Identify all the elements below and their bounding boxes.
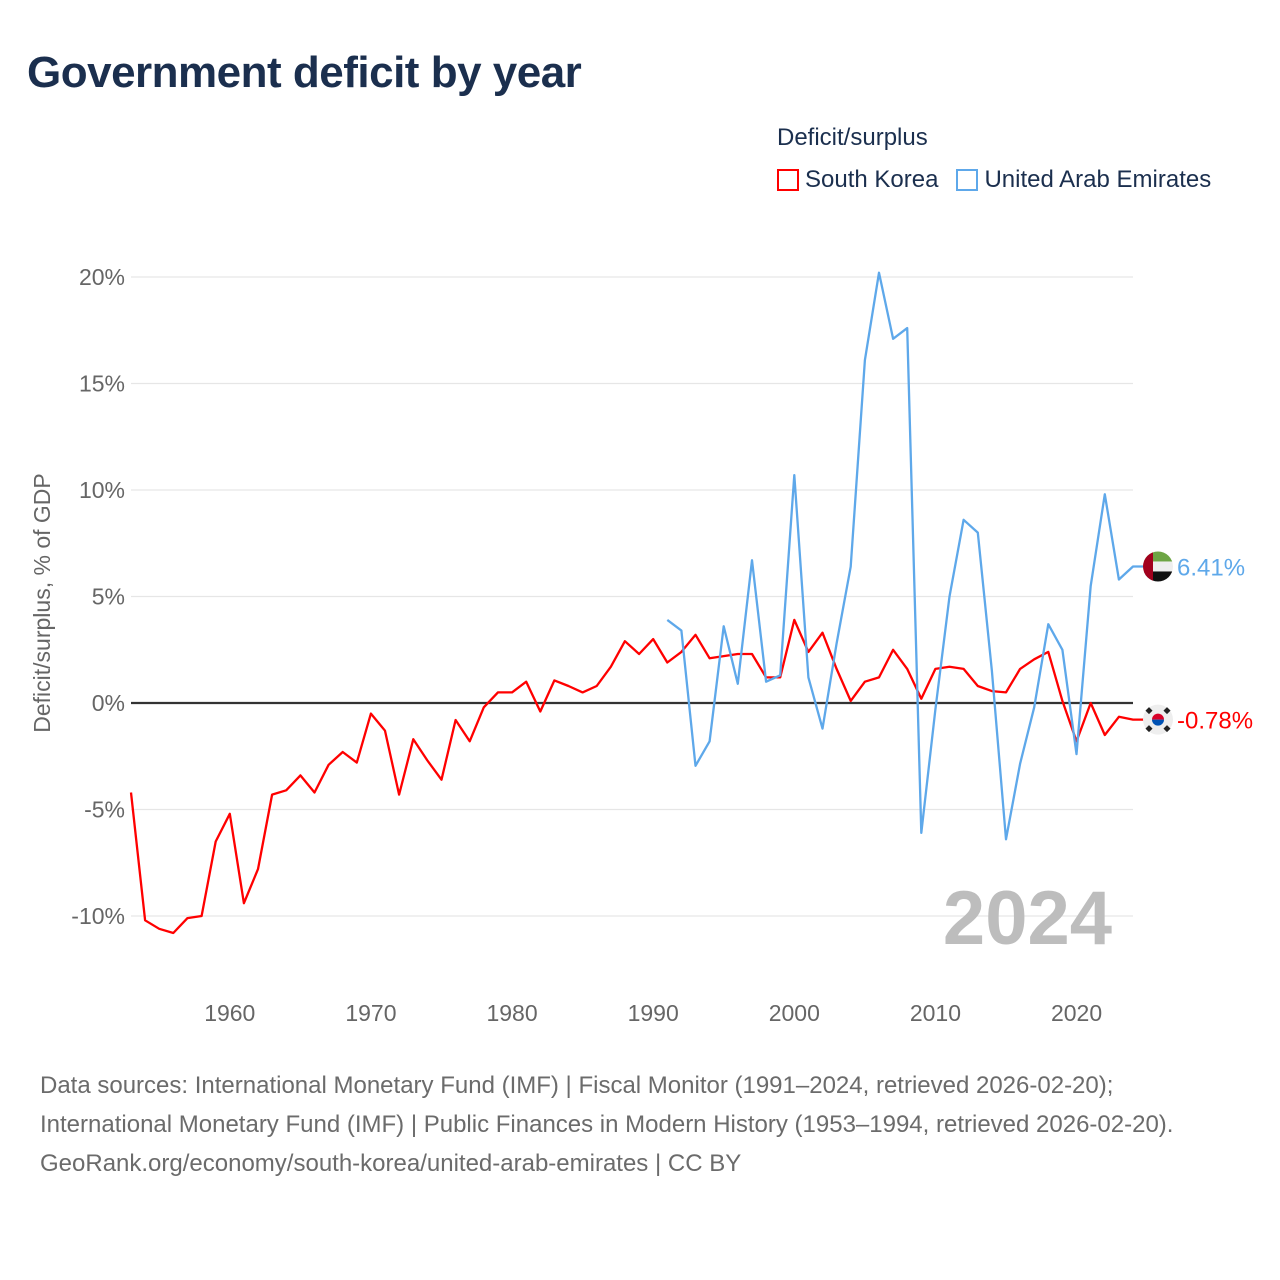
legend-label: United Arab Emirates [984, 166, 1212, 193]
legend-item-uae[interactable]: United Arab Emirates [956, 166, 1211, 194]
series-line-united-arab-emirates [666, 271, 1147, 841]
chart-area: -10% -5% 0% 5% 10% 15% 20% 1960 1970 1980 1990 2000… [29, 264, 1253, 1026]
x-tick-label: 1980 [486, 1000, 537, 1026]
end-value-label: 6.41% [1177, 554, 1245, 581]
y-tick-label: -10% [71, 903, 125, 929]
x-tick-label: 1970 [345, 1000, 396, 1026]
data-sources: Data sources: International Monetary Fun… [40, 1072, 1174, 1138]
x-tick-label: 1960 [204, 1000, 255, 1026]
x-tick-label: 1990 [628, 1000, 679, 1026]
y-tick-label: -5% [84, 797, 125, 823]
y-axis-label: Deficit/surplus, % of GDP [29, 473, 55, 732]
end-value-label: -0.78% [1177, 708, 1253, 735]
south-korea-flag-icon [1143, 704, 1173, 735]
chart-title: Government deficit by year [27, 48, 582, 97]
source-link[interactable]: GeoRank.org/economy/south-korea/united-a… [40, 1150, 742, 1177]
footer: Data sources: International Monetary Fun… [40, 1066, 1240, 1183]
legend-item-south-korea[interactable]: South Korea [777, 166, 938, 194]
legend-title: Deficit/surplus [777, 124, 928, 151]
x-tick-label: 2010 [910, 1000, 961, 1026]
y-tick-label: 15% [79, 371, 125, 397]
x-tick-label: 2000 [769, 1000, 820, 1026]
series-line-south-korea [129, 618, 1147, 935]
legend-swatch-south-korea [777, 169, 799, 191]
legend-swatch-uae [956, 169, 979, 191]
year-watermark: 2024 [943, 876, 1112, 961]
y-tick-label: 20% [79, 264, 125, 290]
y-tick-label: 10% [79, 477, 125, 503]
x-tick-label: 2020 [1051, 1000, 1102, 1026]
y-tick-label: 0% [92, 690, 125, 716]
legend-label: South Korea [805, 166, 939, 193]
y-tick-label: 5% [92, 584, 125, 610]
legend: South Korea United Arab Emirates [777, 166, 1211, 194]
uae-flag-icon [1143, 551, 1173, 582]
